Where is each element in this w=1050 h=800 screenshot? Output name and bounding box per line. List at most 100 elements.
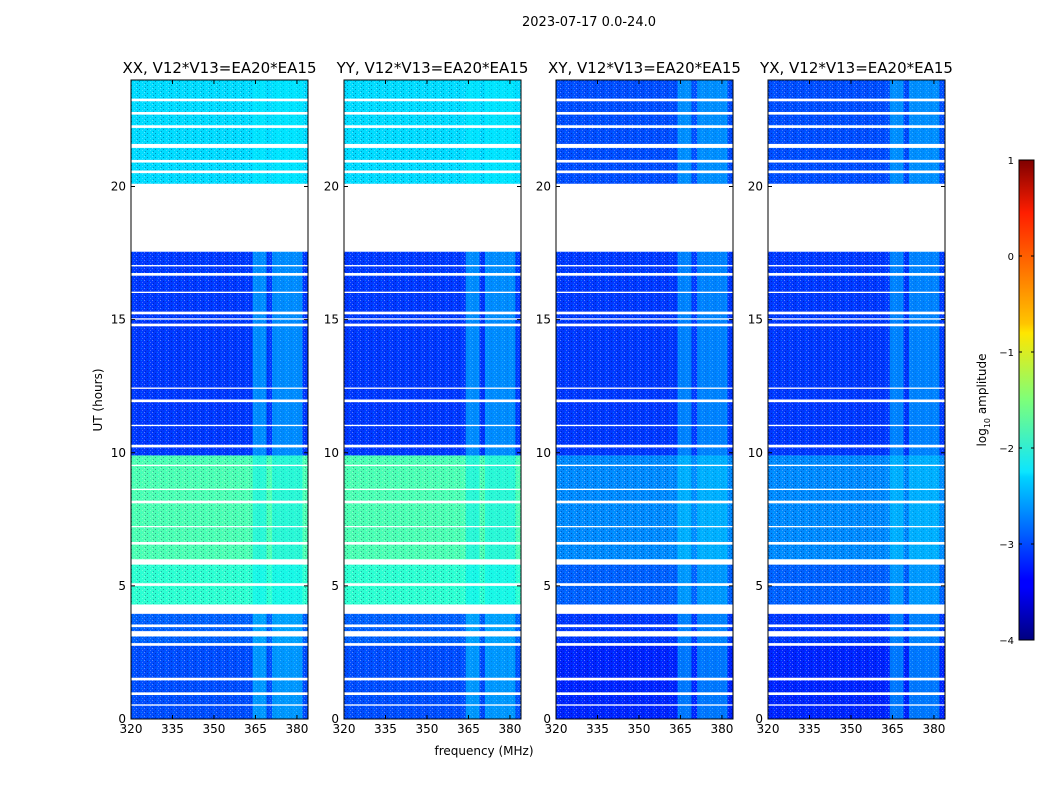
gap-yy-11 xyxy=(344,500,521,504)
x-tick-label: 350 xyxy=(416,722,439,736)
rfi-band-xy-3-0 xyxy=(677,455,692,565)
figure-title: 2023-07-17 0.0-24.0 xyxy=(522,15,656,30)
gap-xy-4 xyxy=(556,631,733,637)
rfi-band-xy-4-1 xyxy=(697,250,706,456)
y-tick-label: 15 xyxy=(324,313,339,327)
rfi-band-xy-1-2 xyxy=(705,612,720,645)
gap-xx-0 xyxy=(131,704,308,706)
rfi-band-xy-1-3 xyxy=(719,612,728,645)
gap-xy-1 xyxy=(556,692,733,696)
gap-xx-29 xyxy=(131,111,308,115)
panel-frame xyxy=(555,79,734,720)
gap-xy-26 xyxy=(556,159,733,163)
x-tick-label: 365 xyxy=(669,722,692,736)
gap-xy-17 xyxy=(556,387,733,389)
y-tick-label: 0 xyxy=(755,712,763,726)
rfi-band-yy-5-1 xyxy=(485,80,494,184)
gap-xy-29 xyxy=(556,111,733,115)
rfi-band-yx-5-1 xyxy=(909,80,918,184)
gap-yx-0 xyxy=(768,704,945,706)
gap-xy-2 xyxy=(556,677,733,681)
x-tick-label: 335 xyxy=(374,722,397,736)
rfi-band-xx-0-2 xyxy=(280,644,295,719)
gap-xx-11 xyxy=(131,500,308,504)
y-tick-label: 0 xyxy=(543,712,551,726)
gap-yy-12 xyxy=(344,488,521,491)
gap-xx-20 xyxy=(131,311,308,315)
gap-yy-18 xyxy=(344,323,521,327)
gap-yx-8 xyxy=(768,559,945,565)
gap-yy-30 xyxy=(344,98,521,102)
rfi-band-xx-5-2 xyxy=(280,80,295,184)
rfi-band-xy-3-1 xyxy=(697,455,706,565)
colorbar-label: log10 amplitude xyxy=(975,354,992,447)
gap-xx-25 xyxy=(131,170,308,174)
x-tick-label: 365 xyxy=(244,722,267,736)
gap-yy-25 xyxy=(344,170,521,174)
y-tick-label: 15 xyxy=(748,313,763,327)
gap-yy-0 xyxy=(344,704,521,706)
colorbar-tick-label: −3 xyxy=(999,540,1014,551)
gap-xx-6 xyxy=(131,604,308,614)
gap-yy-17 xyxy=(344,387,521,389)
gap-xy-25 xyxy=(556,170,733,174)
gap-yx-30 xyxy=(768,98,945,102)
gap-yx-16 xyxy=(768,399,945,403)
gap-yx-12 xyxy=(768,488,945,491)
rfi-band-yy-4-0 xyxy=(465,250,480,456)
rfi-band-yy-4-1 xyxy=(485,250,494,456)
gap-yx-5 xyxy=(768,624,945,628)
gap-xx-14 xyxy=(131,444,308,448)
gap-xy-3 xyxy=(556,643,733,646)
rfi-band-yy-2-2 xyxy=(493,564,508,613)
x-tick-label: 365 xyxy=(881,722,904,736)
rfi-band-yx-3-1 xyxy=(909,455,918,565)
gap-yx-11 xyxy=(768,500,945,504)
rfi-band-xy-0-0 xyxy=(677,644,692,719)
gap-xx-18 xyxy=(131,323,308,327)
x-tick-label: 380 xyxy=(922,722,945,736)
rfi-band-xy-5-2 xyxy=(705,80,720,184)
rfi-band-yx-2-2 xyxy=(917,564,932,613)
y-tick-label: 5 xyxy=(331,579,339,593)
rfi-band-xx-3-3 xyxy=(294,455,303,565)
gap-yy-7 xyxy=(344,583,521,586)
gap-yy-19 xyxy=(344,318,521,320)
rfi-band-yy-0-2 xyxy=(493,644,508,719)
rfi-band-xx-2-3 xyxy=(294,564,303,613)
rfi-band-yx-4-2 xyxy=(917,250,932,456)
gap-xy-8 xyxy=(556,559,733,565)
rfi-band-xy-2-3 xyxy=(719,564,728,613)
gap-yx-27 xyxy=(768,143,945,148)
rfi-band-xx-2-0 xyxy=(252,564,267,613)
y-axis-label: UT (hours) xyxy=(91,368,105,431)
gap-xx-15 xyxy=(131,424,308,427)
x-tick-label: 335 xyxy=(798,722,821,736)
rfi-band-yy-3-1 xyxy=(485,455,494,565)
rfi-band-xx-0-1 xyxy=(272,644,281,719)
gap-xy-20 xyxy=(556,311,733,315)
rfi-band-xy-1-1 xyxy=(697,612,706,645)
rfi-band-yx-5-3 xyxy=(931,80,940,184)
rfi-band-xx-4-3 xyxy=(294,250,303,456)
rfi-band-xy-0-2 xyxy=(705,644,720,719)
rfi-band-yy-3-0 xyxy=(465,455,480,565)
rfi-band-yy-0-0 xyxy=(465,644,480,719)
panels: XX, V12*V13=EA20*EA15 320 335 350 365 380 0 5 10… xyxy=(111,59,953,736)
rfi-band-xx-1-3 xyxy=(294,612,303,645)
rfi-band-yx-5-2 xyxy=(917,80,932,184)
rfi-band-yy-0-3 xyxy=(507,644,516,719)
rfi-band-yx-2-0 xyxy=(889,564,904,613)
rfi-band-yy-1-2 xyxy=(493,612,508,645)
gap-xx-27 xyxy=(131,143,308,148)
rfi-band-yy-4-2 xyxy=(493,250,508,456)
gap-xy-14 xyxy=(556,444,733,448)
panel-xx: XX, V12*V13=EA20*EA15 320 335 350 365 380 0 5 10… xyxy=(111,59,317,736)
rfi-band-xx-0-3 xyxy=(294,644,303,719)
gap-yy-21 xyxy=(344,291,521,293)
gap-xx-28 xyxy=(131,125,308,128)
gap-yy-15 xyxy=(344,424,521,427)
rfi-band-xx-1-0 xyxy=(252,612,267,645)
gap-xx-5 xyxy=(131,624,308,628)
gap-xy-0 xyxy=(556,704,733,706)
